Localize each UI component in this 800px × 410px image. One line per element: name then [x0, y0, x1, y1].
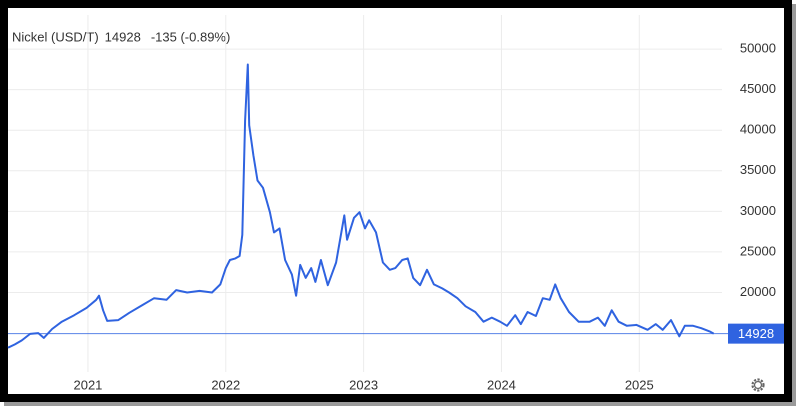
- chart-title: Nickel (USD/T): [12, 29, 99, 44]
- last-value: 14928: [105, 29, 141, 44]
- y-tick-label: 45000: [740, 81, 776, 96]
- x-tick-label: 2023: [349, 377, 378, 392]
- background: [8, 8, 784, 394]
- x-tick-label: 2022: [211, 377, 240, 392]
- header: Nickel (USD/T) 14928 -135 (-0.89%): [12, 29, 230, 44]
- y-tick-label: 35000: [740, 162, 776, 177]
- x-tick-label: 2021: [73, 377, 102, 392]
- change: -135 (-0.89%): [151, 29, 230, 44]
- gear-teeth: [751, 378, 765, 392]
- x-tick-label: 2025: [625, 377, 654, 392]
- y-tick-label: 20000: [740, 284, 776, 299]
- last-value-badge: [728, 323, 784, 344]
- y-tick-label: 50000: [740, 41, 776, 56]
- y-tick-label: 40000: [740, 122, 776, 137]
- price-line: [7, 63, 715, 349]
- x-tick-label: 2024: [487, 377, 516, 392]
- gear-body: [753, 380, 763, 390]
- last-value-label: 14928: [738, 326, 774, 341]
- y-tick-label: 25000: [740, 243, 776, 258]
- y-tick-label: 30000: [740, 203, 776, 218]
- settings-icon[interactable]: [751, 378, 765, 392]
